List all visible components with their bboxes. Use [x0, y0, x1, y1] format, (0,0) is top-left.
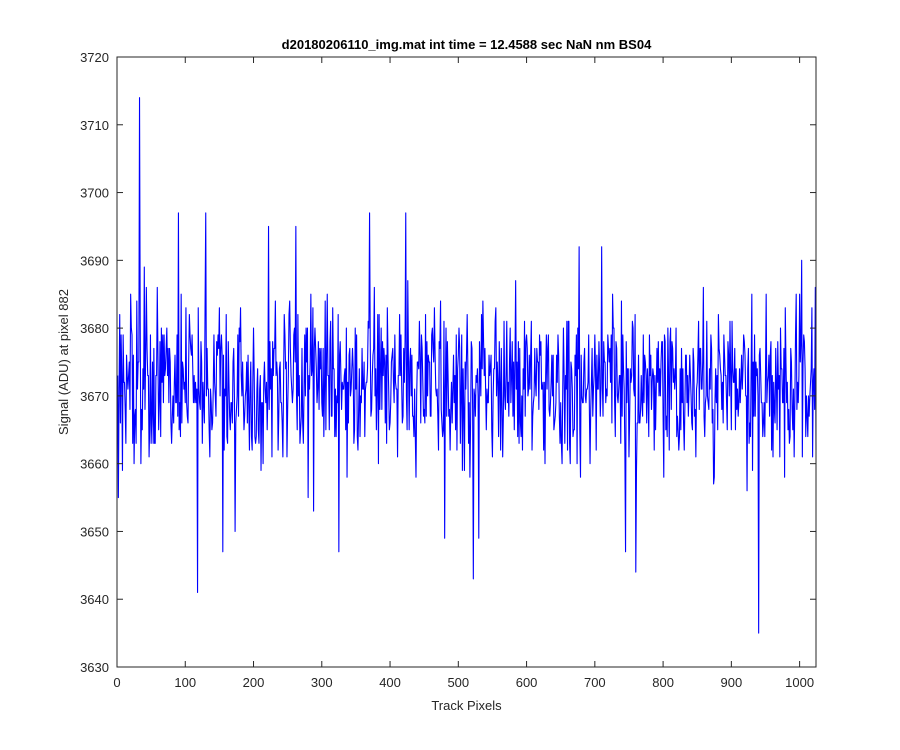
chart-title: d20180206110_img.mat int time = 12.4588 … [282, 37, 652, 52]
y-tick-label: 3700 [80, 186, 109, 201]
y-axis: 3630 3640 3650 3660 3670 3680 3690 3700 3710 3720 [80, 50, 816, 675]
y-tick-label: 3630 [80, 660, 109, 675]
x-axis-label: Track Pixels [431, 698, 502, 713]
x-tick-label: 900 [721, 675, 743, 690]
x-tick-label: 1000 [785, 675, 814, 690]
x-tick-label: 300 [311, 675, 333, 690]
y-tick-label: 3680 [80, 321, 109, 336]
series-layer [117, 97, 817, 634]
y-tick-label: 3640 [80, 592, 109, 607]
y-tick-label: 3720 [80, 50, 109, 65]
x-tick-label: 400 [379, 675, 401, 690]
x-tick-label: 600 [516, 675, 538, 690]
x-axis: 0 100 200 300 400 500 600 700 800 900 1000 [113, 57, 814, 690]
x-tick-label: 0 [113, 675, 120, 690]
y-tick-label: 3660 [80, 457, 109, 472]
plot-frame [116, 56, 817, 668]
x-tick-label: 100 [174, 675, 196, 690]
y-tick-label: 3690 [80, 253, 109, 268]
x-tick-label: 200 [243, 675, 265, 690]
x-tick-label: 700 [584, 675, 606, 690]
x-tick-label: 500 [447, 675, 469, 690]
y-tick-label: 3650 [80, 524, 109, 539]
y-tick-label: 3670 [80, 389, 109, 404]
x-tick-label: 800 [652, 675, 674, 690]
series-line-0 [117, 97, 817, 634]
y-tick-label: 3710 [80, 118, 109, 133]
y-axis-label: Signal (ADU) at pixel 882 [56, 289, 71, 435]
